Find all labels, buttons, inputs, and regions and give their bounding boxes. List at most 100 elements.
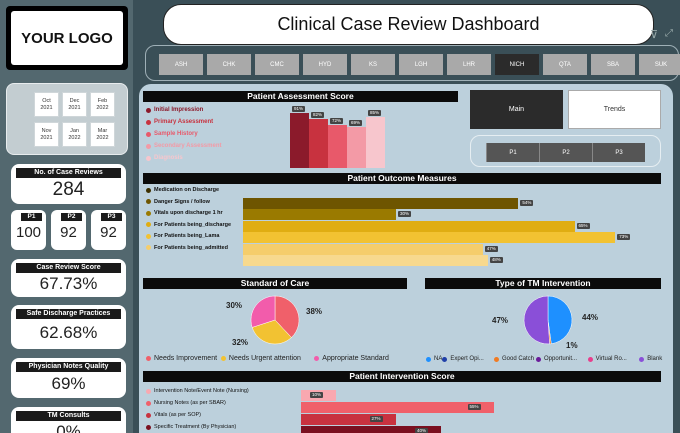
location-button[interactable]: SBA [591,54,635,75]
date-year: 2021 [68,105,81,111]
date-year: 2021 [40,135,53,141]
priority-value: 92 [60,224,77,241]
location-button[interactable]: KS [351,54,395,75]
date-option[interactable]: Jan 2022 [62,122,87,147]
assessment-legend-item: Primary Assessment [146,119,213,125]
location-button[interactable]: SUK [639,54,680,75]
location-button[interactable]: HYD [303,54,347,75]
case-reviews-label: No. of Case Reviews [16,168,121,178]
date-year: 2022 [68,135,81,141]
filter-icon[interactable]: ⊽ [650,29,659,41]
tm-legend-item: Opportunit... [536,356,577,362]
intervention-title: Patient Intervention Score [143,371,661,382]
legend-dot-icon [536,356,541,362]
tm-consults-value: 0% [56,422,81,433]
legend-label: Expert Opi... [450,356,484,362]
location-button[interactable]: CMC [255,54,299,75]
safe-discharge-value: 62.68% [39,323,98,342]
date-option[interactable]: Nov 2021 [34,122,59,147]
assessment-bar [366,117,385,168]
legend-dot-icon [639,356,645,362]
legend-dot-icon [146,233,151,239]
priority-button[interactable]: P3 [592,143,645,162]
case-review-score-value: 67.73% [39,274,98,293]
date-slicer: Oct 2021 Dec 2021 Feb 2022 Nov 2021 Jan 2022 Mar 20… [6,83,128,155]
intervention-legend-item: Intervention Note/Event Note (Nursing) [146,386,249,396]
date-option[interactable]: Mar 2022 [90,122,115,147]
legend-dot-icon [220,356,226,361]
assessment-legend-item: Diagnosis [146,155,183,161]
case-review-score-label: Case Review Score [16,263,121,273]
location-button[interactable]: LGH [399,54,443,75]
outcome-bar [243,255,488,266]
legend-label: Opportunit... [544,356,578,362]
outcome-bar [243,209,396,220]
legend-label: NA [434,356,443,362]
priority-button[interactable]: P2 [539,143,592,162]
page-title: Clinical Case Review Dashboard [163,4,654,45]
legend-label: Good Catch [502,356,535,362]
intervention-bar-label: 27% [369,416,383,422]
tm-legend-item: Expert Opi... [442,356,484,362]
legend-label: Danger Signs / follow [154,198,210,205]
location-button[interactable]: ASH [159,54,203,75]
legend-label: Secondary Assessment [154,143,222,149]
outcome-bar-label: 54% [520,199,534,206]
legend-label: Initial Impression [154,107,204,113]
logo: YOUR LOGO [6,6,128,70]
priority-card: P2 92 [51,210,86,250]
outcome-legend-item: For Patients being_Lama [146,231,219,241]
intervention-bar-label: 40% [415,428,429,433]
standard-of-care-pie: 38% 32% 30% [226,295,322,347]
legend-dot-icon [146,131,151,137]
date-year: 2022 [96,105,109,111]
date-option[interactable]: Feb 2022 [90,92,115,117]
pie-slice [250,295,276,328]
legend-dot-icon [146,424,151,430]
outcome-bar [243,243,483,255]
intervention-legend-item: Nursing Notes (as per SBAR) [146,398,226,408]
outcome-bar-label: 47% [484,245,498,252]
date-year: 2021 [40,105,53,111]
legend-label: Virtual Ro... [595,356,627,362]
legend-dot-icon [146,187,151,193]
priority-card: P3 92 [91,210,126,250]
date-option[interactable]: Dec 2021 [62,92,87,117]
priority-button[interactable]: P1 [486,143,539,162]
date-month: Feb [97,98,108,104]
location-button[interactable]: QTA [543,54,587,75]
outcome-bar-label: 30% [398,211,412,217]
tm-intervention-pie: 44% 47% 1% [492,295,598,350]
legend-dot-icon [587,356,593,362]
assessment-bar-label: 82% [311,111,325,118]
legend-label: Needs Urgent attention [228,355,301,362]
location-button[interactable]: CHK [207,54,251,75]
legend-dot-icon [146,210,151,216]
intervention-legend-item: Specific Treatment (By Physician) [146,422,236,432]
legend-dot-icon [426,356,431,362]
assessment-legend-item: Secondary Assessment [146,143,221,149]
date-option[interactable]: Oct 2021 [34,92,59,117]
assessment-bar-label: 91% [292,106,306,113]
legend-label: For Patients being_Lama [154,233,220,239]
tm-consults-label: TM Consults [16,411,121,421]
assessment-legend-item: Initial Impression [146,107,203,113]
legend-label: Medication on Discharge [154,187,220,193]
outcome-bar [243,197,519,209]
legend-dot-icon [314,356,320,361]
intervention-bar [301,426,441,433]
priority-value: 100 [15,224,42,241]
soc-legend-item: Appropriate Standard [314,355,389,362]
main-button[interactable]: Main [470,90,563,129]
pie-slice [523,295,550,345]
legend-label: Sample History [154,131,198,137]
outcome-legend-item: Vitals upon discharge 1 hr [146,208,223,218]
legend-dot-icon [146,119,151,125]
trends-button[interactable]: Trends [568,90,661,129]
legend-label: Vitals upon discharge 1 hr [154,210,223,216]
location-button[interactable]: LHR [447,54,491,75]
location-button[interactable]: NICH [495,54,539,75]
assessment-title: Patient Assessment Score [143,91,458,102]
expand-icon[interactable]: ⤢ [665,28,673,39]
case-reviews-card: No. of Case Reviews 284 [11,164,126,204]
